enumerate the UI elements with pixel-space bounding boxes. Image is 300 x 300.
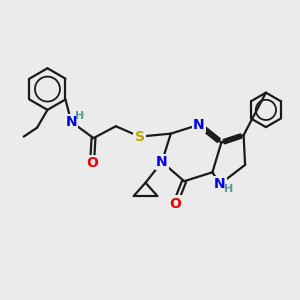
Text: H: H bbox=[224, 184, 233, 194]
Text: N: N bbox=[156, 155, 168, 169]
Text: O: O bbox=[169, 196, 181, 211]
Text: N: N bbox=[65, 115, 77, 129]
Text: O: O bbox=[86, 156, 98, 170]
Text: H: H bbox=[75, 111, 84, 122]
Text: N: N bbox=[214, 177, 226, 191]
Text: N: N bbox=[193, 118, 205, 132]
Text: S: S bbox=[135, 130, 145, 144]
